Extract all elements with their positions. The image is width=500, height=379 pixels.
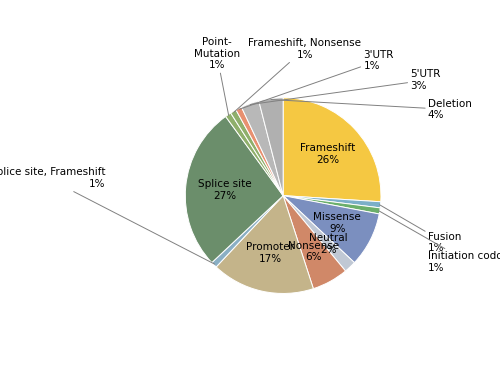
Wedge shape (216, 196, 314, 293)
Text: Missense
9%: Missense 9% (314, 212, 361, 234)
Wedge shape (283, 98, 381, 202)
Text: Fusion
1%: Fusion 1% (380, 205, 462, 254)
Wedge shape (186, 116, 283, 263)
Wedge shape (259, 98, 283, 196)
Text: Nonsense
6%: Nonsense 6% (288, 241, 340, 262)
Text: 3'UTR
1%: 3'UTR 1% (239, 50, 394, 109)
Text: Promoter
17%: Promoter 17% (246, 242, 294, 264)
Wedge shape (283, 196, 354, 271)
Wedge shape (212, 196, 283, 267)
Wedge shape (230, 110, 283, 196)
Text: Deletion
4%: Deletion 4% (271, 99, 472, 121)
Text: Neutral
2%: Neutral 2% (310, 233, 348, 255)
Wedge shape (242, 101, 283, 196)
Text: 5'UTR
3%: 5'UTR 3% (250, 69, 440, 105)
Text: Initiation codon
1%: Initiation codon 1% (379, 211, 500, 273)
Wedge shape (283, 196, 381, 208)
Text: Splice site, Frameshift
1%: Splice site, Frameshift 1% (0, 167, 214, 264)
Wedge shape (226, 113, 283, 196)
Wedge shape (283, 196, 380, 214)
Wedge shape (236, 107, 283, 196)
Text: Frameshift
26%: Frameshift 26% (300, 143, 355, 165)
Text: Frameshift, Nonsense
1%: Frameshift, Nonsense 1% (234, 38, 361, 112)
Text: Splice site
27%: Splice site 27% (198, 179, 252, 201)
Wedge shape (283, 196, 346, 289)
Text: Point-
Mutation
1%: Point- Mutation 1% (194, 37, 240, 116)
Wedge shape (283, 196, 379, 263)
